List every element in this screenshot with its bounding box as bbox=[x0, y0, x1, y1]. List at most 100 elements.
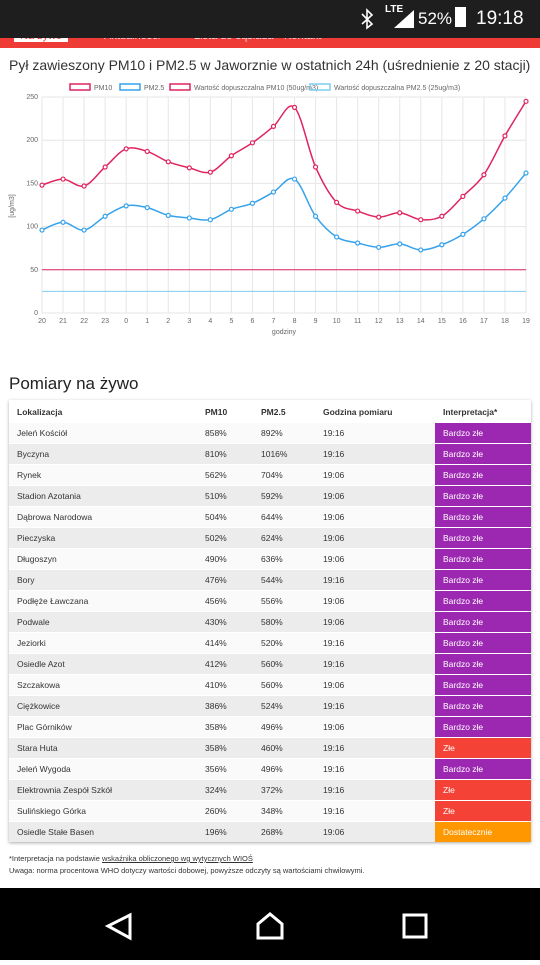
table-cell: 19:06 bbox=[315, 527, 435, 549]
table-row: Dąbrowa Narodowa 504% 644% 19:06 Bardzo złe bbox=[9, 506, 531, 528]
table-cell: 560% bbox=[253, 674, 315, 696]
interpretation-cell: Bardzo złe bbox=[435, 422, 531, 444]
interpretation-cell: Złe bbox=[435, 779, 531, 801]
footnote-link[interactable]: wskaźnika obliczonego wg wytycznych WIOŚ bbox=[101, 854, 253, 863]
data-point bbox=[312, 213, 319, 219]
x-tick-label: 20 bbox=[38, 318, 46, 325]
x-tick-label: 6 bbox=[250, 318, 254, 325]
x-axis-label: godziny bbox=[272, 329, 297, 336]
table-cell: 358% bbox=[197, 737, 253, 759]
status-icons bbox=[361, 8, 414, 30]
legend-label: PM2.5 bbox=[144, 85, 164, 92]
table-cell: Pieczyska bbox=[9, 527, 197, 549]
network: LTE bbox=[385, 4, 404, 15]
table-cell: Elektrownia Zespół Szkół bbox=[9, 779, 197, 801]
recents-button[interactable] bbox=[402, 913, 428, 939]
data-point bbox=[502, 195, 508, 201]
interpretation-cell: Bardzo złe bbox=[435, 716, 531, 738]
table-cell: Stara Huta bbox=[9, 737, 197, 759]
interpretation-cell: Bardzo złe bbox=[435, 695, 531, 717]
table-cell: Jeleń Kościół bbox=[9, 422, 197, 444]
table-cell: Plac Górników bbox=[9, 716, 197, 738]
table-row: Elektrownia Zespół Szkół 324% 372% 19:16 Złe bbox=[9, 779, 531, 801]
x-tick-label: 13 bbox=[396, 318, 404, 325]
footnote: *Interpretacja na podstawie wskaźnika ob… bbox=[9, 853, 365, 877]
data-point bbox=[376, 214, 382, 220]
interpretation-cell: Bardzo złe bbox=[435, 758, 531, 780]
table-cell: 19:16 bbox=[315, 758, 435, 780]
table-cell: 810% bbox=[197, 443, 253, 465]
table-cell: 560% bbox=[253, 653, 315, 675]
data-point bbox=[60, 176, 66, 182]
data-point bbox=[39, 227, 45, 233]
column-header: PM10 bbox=[197, 400, 253, 423]
table-cell: 19:06 bbox=[315, 590, 435, 612]
table-cell: 410% bbox=[197, 674, 253, 696]
table-row: Osiedle Stałe Basen 196% 268% 19:06 Dostatec… bbox=[9, 821, 531, 842]
interpretation-cell: Złe bbox=[435, 800, 531, 822]
table-row: Bory 476% 544% 19:16 Bardzo złe bbox=[9, 569, 531, 591]
interpretation-cell: Bardzo złe bbox=[435, 674, 531, 696]
legend-label: PM10 bbox=[94, 85, 112, 92]
interpretation-cell: Dostatecznie bbox=[435, 821, 531, 842]
data-point bbox=[523, 98, 529, 104]
data-point bbox=[270, 189, 277, 195]
x-tick-label: 2 bbox=[166, 318, 170, 325]
x-tick-label: 22 bbox=[80, 318, 88, 325]
table-row: Stara Huta 358% 460% 19:16 Złe bbox=[9, 737, 531, 759]
data-point bbox=[207, 169, 213, 175]
interpretation-cell: Bardzo złe bbox=[435, 527, 531, 549]
interpretation-cell: Złe bbox=[435, 737, 531, 759]
table-cell: 496% bbox=[253, 716, 315, 738]
data-point bbox=[291, 176, 298, 182]
table-cell: Byczyna bbox=[9, 443, 197, 465]
table-cell: 592% bbox=[253, 485, 315, 507]
table-cell: Podwale bbox=[9, 611, 197, 633]
data-point bbox=[291, 104, 298, 110]
table-row: Długoszyn 490% 636% 19:06 Bardzo złe bbox=[9, 548, 531, 570]
table-cell: 19:06 bbox=[315, 674, 435, 696]
table-cell: 476% bbox=[197, 569, 253, 591]
y-tick-label: 200 bbox=[26, 137, 38, 144]
data-point bbox=[102, 213, 108, 219]
legend-swatch bbox=[309, 83, 331, 91]
table-cell: 196% bbox=[197, 821, 253, 842]
interpretation-cell: Bardzo złe bbox=[435, 611, 531, 633]
y-tick-label: 50 bbox=[30, 267, 38, 274]
data-point bbox=[165, 159, 171, 165]
data-point bbox=[523, 170, 529, 176]
table-row: Byczyna 810% 1016% 19:16 Bardzo złe bbox=[9, 443, 531, 465]
table-cell: 19:06 bbox=[315, 611, 435, 633]
data-point bbox=[355, 240, 361, 246]
table-cell: Podłęże Ławczana bbox=[9, 590, 197, 612]
data-point bbox=[334, 234, 340, 240]
column-header: Godzina pomiaru bbox=[315, 400, 435, 423]
data-point bbox=[144, 148, 150, 155]
table-row: Szczakowa 410% 560% 19:06 Bardzo złe bbox=[9, 674, 531, 696]
x-tick-label: 16 bbox=[459, 318, 467, 325]
back-button[interactable] bbox=[104, 912, 132, 941]
battery-icon bbox=[455, 7, 466, 27]
table-cell: 496% bbox=[253, 758, 315, 780]
data-point bbox=[481, 216, 487, 222]
data-point bbox=[312, 164, 319, 170]
table-cell: Bory bbox=[9, 569, 197, 591]
table-cell: 19:06 bbox=[315, 506, 435, 528]
y-tick-label: 0 bbox=[34, 310, 38, 317]
data-point bbox=[39, 182, 45, 188]
x-tick-label: 9 bbox=[314, 318, 318, 325]
table-cell: 520% bbox=[253, 632, 315, 654]
home-button[interactable] bbox=[256, 912, 284, 940]
data-point bbox=[334, 199, 340, 206]
interpretation-cell: Bardzo złe bbox=[435, 632, 531, 654]
data-point bbox=[418, 247, 424, 253]
data-point bbox=[460, 193, 466, 199]
data-point bbox=[186, 165, 192, 171]
table-cell: 19:16 bbox=[315, 653, 435, 675]
table-cell: Długoszyn bbox=[9, 548, 197, 570]
table-cell: Dąbrowa Narodowa bbox=[9, 506, 197, 528]
legend-swatch bbox=[169, 83, 191, 91]
table-row: Rynek 562% 704% 19:06 Bardzo złe bbox=[9, 464, 531, 486]
series-line bbox=[41, 100, 527, 221]
